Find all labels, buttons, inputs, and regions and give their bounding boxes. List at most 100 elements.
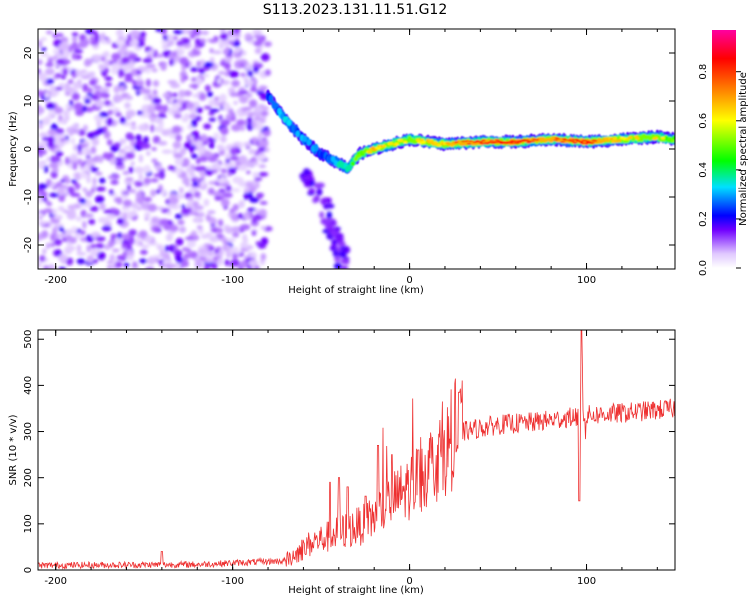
spectrogram-noise-blob bbox=[230, 124, 242, 132]
snr-ticks: -200 -100 0 100 0 100 200 300 400 500 bbox=[23, 330, 675, 587]
spectrogram-noise-blob bbox=[143, 136, 149, 144]
snr-ytick-label: 200 bbox=[23, 468, 34, 487]
spectrogram-noise-blob bbox=[181, 259, 189, 268]
spectrogram-noise-blob bbox=[95, 236, 106, 242]
spectrogram-noise-blob bbox=[237, 109, 243, 118]
spectrogram-noise-blob bbox=[121, 233, 131, 240]
spectrogram-noise-blob bbox=[220, 135, 227, 143]
spectrogram-ridge-blob bbox=[509, 141, 514, 144]
spectrogram-noise-blob bbox=[169, 224, 179, 233]
spectrogram-noise-blob bbox=[142, 58, 153, 64]
spectrogram-noise-blob bbox=[168, 54, 178, 59]
spectrogram-branch-blob bbox=[319, 211, 325, 219]
spectrogram-noise-blob bbox=[135, 90, 141, 96]
spectrogram-ridge-blob bbox=[403, 140, 408, 144]
spectrogram-noise-blob bbox=[249, 87, 258, 92]
spectrogram-noise-blob bbox=[49, 242, 56, 248]
spectrogram-noise-blob bbox=[111, 122, 117, 127]
spectrogram-noise-blob bbox=[38, 160, 42, 168]
spectrogram-noise-blob bbox=[243, 192, 248, 201]
spectrogram-noise-blob bbox=[139, 114, 150, 118]
spectrogram-noise-blob bbox=[115, 164, 126, 170]
spectrogram-noise-blob bbox=[264, 69, 271, 77]
spectrogram-noise-blob bbox=[184, 236, 195, 241]
spectrogram-noise-blob bbox=[39, 52, 49, 57]
spectrogram-noise-blob bbox=[106, 260, 114, 265]
snr-frame bbox=[37, 329, 676, 571]
spectrogram-noise-blob bbox=[258, 37, 266, 42]
spectrogram-noise-blob bbox=[129, 40, 139, 46]
spectrogram-noise-blob bbox=[188, 135, 194, 141]
spectrogram-noise-blob bbox=[67, 79, 74, 85]
spectrogram-noise-blob bbox=[217, 144, 225, 152]
spectrogram-noise-blob bbox=[161, 44, 169, 50]
spectrogram-noise-blob bbox=[135, 191, 143, 199]
spectrogram-branch-blob bbox=[338, 250, 347, 258]
spectrogram-noise-blob bbox=[199, 38, 206, 44]
spectrogram-noise-blob bbox=[146, 257, 156, 265]
spectrogram-noise-blob bbox=[174, 213, 183, 220]
spectrogram-ridge-blob bbox=[582, 139, 588, 142]
spectrogram-noise-blob bbox=[52, 33, 59, 38]
spectrogram-noise-blob bbox=[114, 161, 124, 166]
spectrogram-noise-blob bbox=[251, 120, 257, 129]
spectrogram-ridge-blob bbox=[330, 155, 336, 163]
spectrogram-noise-blob bbox=[260, 225, 267, 230]
spectrogram-noise-blob bbox=[71, 70, 77, 79]
spectrogram-noise-blob bbox=[218, 39, 225, 48]
spectrogram-noise-blob bbox=[71, 41, 78, 50]
snr-panel: -200 -100 0 100 0 100 200 300 400 500 Height of s… bbox=[8, 329, 676, 596]
spectrogram-noise-blob bbox=[232, 176, 243, 184]
spectrogram-noise-blob bbox=[124, 102, 131, 109]
spectrogram-noise-blob bbox=[222, 192, 233, 198]
spectrogram-noise-blob bbox=[240, 224, 251, 231]
spectrogram-noise-blob bbox=[68, 99, 74, 107]
spectrogram-noise-blob bbox=[188, 199, 194, 206]
spectrogram-noise-blob bbox=[128, 188, 137, 194]
spectrogram-noise-blob bbox=[132, 261, 138, 269]
spectrogram-noise-blob bbox=[186, 239, 197, 248]
spectrogram-noise-blob bbox=[175, 237, 184, 246]
spectrogram-ridge-blob bbox=[556, 137, 561, 140]
spectrogram-noise-blob bbox=[198, 92, 207, 101]
spectrogram-noise-blob bbox=[213, 132, 220, 141]
spectrogram-noise-blob bbox=[239, 63, 245, 68]
spectrogram-noise-blob bbox=[63, 209, 68, 214]
spectrogram-noise-blob bbox=[214, 162, 221, 171]
spectrogram-noise-blob bbox=[193, 216, 202, 222]
spectrogram-noise-blob bbox=[233, 29, 241, 35]
spectrogram-noise-blob bbox=[157, 114, 167, 119]
spectrogram-noise-blob bbox=[147, 203, 157, 212]
spectrogram-noise-blob bbox=[45, 102, 56, 110]
spectrogram-noise-blob bbox=[127, 53, 138, 61]
spectrogram-noise-blob bbox=[240, 72, 246, 77]
snr-xtick-label: 0 bbox=[406, 576, 412, 587]
spectrogram-noise-blob bbox=[249, 197, 260, 203]
spectrogram-noise-blob bbox=[138, 172, 144, 182]
spectrogram-noise-blob bbox=[145, 63, 156, 69]
spectrogram-noise-blob bbox=[46, 30, 53, 35]
spectrogram-noise-blob bbox=[238, 142, 243, 149]
spectrogram-noise-blob bbox=[71, 36, 78, 42]
spectrogram-noise-blob bbox=[125, 243, 132, 251]
spectrogram-noise-blob bbox=[58, 266, 66, 269]
spectrogram-noise-blob bbox=[201, 30, 209, 36]
spectrogram-noise-blob bbox=[122, 65, 131, 72]
spectrogram-noise-blob bbox=[190, 119, 198, 128]
spectrogram-branch-blob bbox=[323, 203, 329, 210]
spectrogram-ridge-blob bbox=[530, 140, 535, 143]
spectrogram-noise-blob bbox=[96, 119, 102, 128]
spectrogram-noise-blob bbox=[211, 169, 218, 174]
spectrogram-noise-blob bbox=[68, 157, 79, 162]
spectrogram-noise-blob bbox=[40, 191, 48, 197]
spectrogram-noise-blob bbox=[62, 117, 68, 123]
spectrogram-ytick-label: 0 bbox=[23, 146, 34, 152]
spectrogram-ytick-label: 10 bbox=[23, 95, 34, 108]
spectrogram-noise-blob bbox=[99, 202, 106, 211]
snr-xtick-label: 100 bbox=[577, 576, 596, 587]
spectrogram-noise-blob bbox=[198, 145, 207, 152]
spectrogram-noise-blob bbox=[66, 186, 75, 194]
spectrogram-noise-blob bbox=[111, 62, 122, 69]
spectrogram-noise-blob bbox=[134, 166, 145, 174]
spectrogram-noise-blob bbox=[113, 94, 124, 103]
